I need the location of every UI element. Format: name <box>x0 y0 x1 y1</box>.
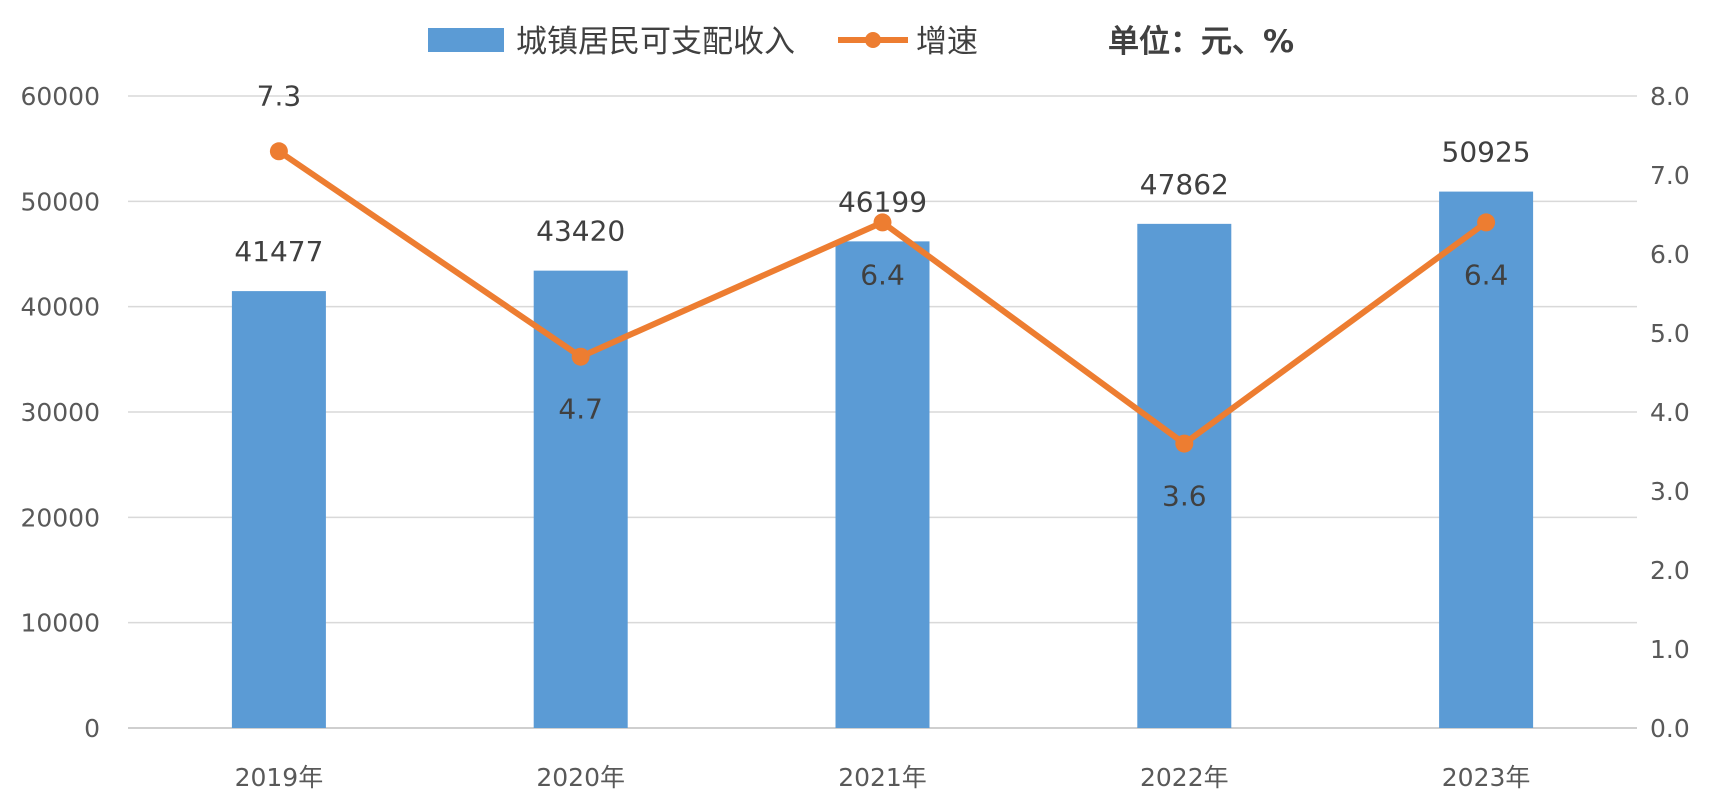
bar-value-label: 43420 <box>536 215 625 248</box>
bar-value-label: 41477 <box>234 235 323 268</box>
bar <box>231 291 326 728</box>
unit-note: 单位：元、% <box>1108 24 1294 60</box>
y-left-tick-label: 0 <box>84 714 100 743</box>
y-right-tick-label: 1.0 <box>1650 635 1690 664</box>
x-tick-label: 2020年 <box>536 763 625 792</box>
y-left-tick-label: 10000 <box>20 609 100 638</box>
legend-line-label: 增速 <box>916 24 978 60</box>
growth-point <box>571 347 590 366</box>
growth-point <box>269 142 288 161</box>
x-tick-label: 2021年 <box>838 763 927 792</box>
legend-line-marker <box>865 32 881 48</box>
y-right-tick-label: 8.0 <box>1650 82 1690 111</box>
y-right-tick-label: 4.0 <box>1650 398 1690 427</box>
y-right-tick-label: 3.0 <box>1650 477 1690 506</box>
y-right-tick-label: 5.0 <box>1650 319 1690 348</box>
bar <box>533 270 628 728</box>
y-left-tick-label: 20000 <box>20 503 100 532</box>
y-right-tick-label: 6.0 <box>1650 240 1690 269</box>
line-value-label: 4.7 <box>558 393 603 426</box>
legend-bar-label: 城镇居民可支配收入 <box>516 24 795 60</box>
bar-value-label: 47862 <box>1140 168 1229 201</box>
growth-point <box>1477 213 1496 232</box>
growth-point <box>873 213 892 232</box>
line-series <box>269 142 1496 453</box>
bar-series <box>231 191 1534 729</box>
x-tick-label: 2023年 <box>1442 763 1531 792</box>
bar-value-label: 46199 <box>838 185 927 218</box>
y-left-tick-label: 50000 <box>20 187 100 216</box>
x-axis-ticks: 2019年 2020年 2021年 2022年 2023年 <box>235 763 1531 792</box>
line-value-label: 6.4 <box>860 258 905 291</box>
legend: 城镇居民可支配收入 增速 单位：元、% <box>428 24 1294 60</box>
x-tick-label: 2022年 <box>1140 763 1229 792</box>
y-left-tick-label: 30000 <box>20 398 100 427</box>
line-value-label: 7.3 <box>257 79 302 112</box>
bar <box>835 241 930 728</box>
line-value-label: 3.6 <box>1162 480 1207 513</box>
bar-value-label: 50925 <box>1442 136 1531 169</box>
y-right-tick-label: 2.0 <box>1650 556 1690 585</box>
y-axis-left-ticks: 0 10000 20000 30000 40000 50000 60000 <box>20 82 100 743</box>
y-right-tick-label: 7.0 <box>1650 161 1690 190</box>
bar <box>1137 223 1232 728</box>
line-value-label: 6.4 <box>1464 258 1509 291</box>
legend-bar-swatch <box>428 28 504 52</box>
y-left-tick-label: 60000 <box>20 82 100 111</box>
x-tick-label: 2019年 <box>235 763 324 792</box>
y-axis-right-ticks: 0.0 1.0 2.0 3.0 4.0 5.0 6.0 7.0 8.0 <box>1650 82 1690 743</box>
bar <box>1439 191 1534 729</box>
growth-point <box>1175 434 1194 453</box>
y-left-tick-label: 40000 <box>20 293 100 322</box>
y-right-tick-label: 0.0 <box>1650 714 1690 743</box>
data-labels: 41477 43420 46199 47862 50925 7.3 4.7 6.4 3.6 6.4 <box>234 79 1530 512</box>
